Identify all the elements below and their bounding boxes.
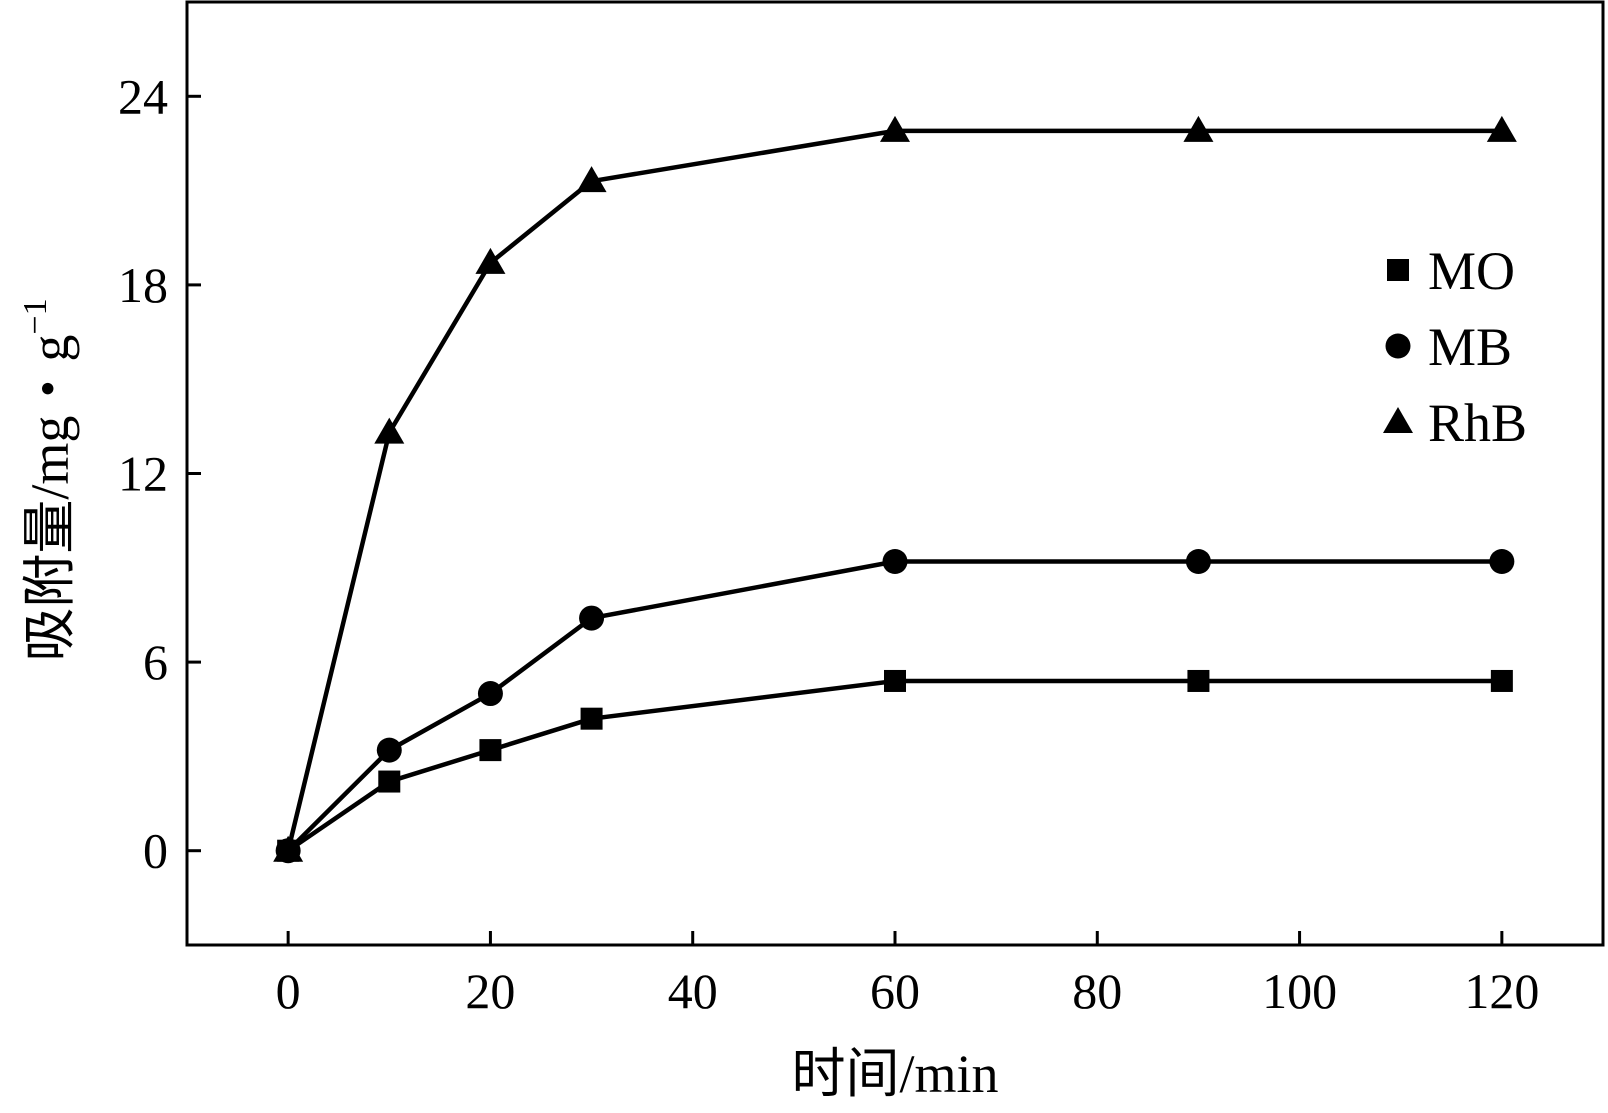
x-tick-label: 20 [465,963,515,1019]
data-point-mo [1490,669,1513,692]
y-tick-label: 6 [143,634,168,690]
plot-frame [185,0,1605,947]
legend-label-mo: MO [1428,241,1515,301]
y-axis-title: 吸附量/mg・g−1 [17,298,80,661]
series-mb [275,549,1515,864]
x-tick-label: 40 [668,963,718,1019]
x-tick-label: 80 [1072,963,1122,1019]
series-line-rhb [285,128,1502,852]
legend-item-mb: MB [1385,317,1512,377]
data-point-mb [882,549,908,575]
data-point-mo [884,669,906,692]
legend-marker-rhb [1383,407,1413,433]
data-point-rhb [374,417,405,444]
data-point-mo [378,770,401,793]
legend-marker-mo [1387,259,1409,281]
legend: MO MB RhB [1383,241,1527,453]
x-axis-title: 时间/min [791,1044,998,1104]
data-point-mo [479,739,502,762]
legend-marker-mb [1385,333,1411,359]
series-layer [273,115,1517,864]
data-point-mb [1489,549,1515,575]
data-point-mb [579,605,605,631]
data-point-mb [376,737,402,763]
y-tick-label: 18 [118,257,168,313]
data-point-mb [1185,549,1211,575]
x-tick-label: 0 [276,963,301,1019]
data-point-rhb [273,835,304,862]
data-point-mb [477,681,503,707]
legend-item-mo: MO [1387,241,1515,301]
y-tick-label: 12 [118,446,168,502]
y-axis-title-sup: −1 [17,298,54,334]
data-point-rhb [576,166,607,193]
data-point-mo [1187,669,1210,692]
legend-label-rhb: RhB [1428,393,1527,453]
x-tick-label: 120 [1464,963,1539,1019]
y-axis-title-main: 吸附量/mg・g [20,335,80,662]
data-point-rhb [1183,115,1214,142]
y-axis-ticks: 0 6 12 18 24 [118,68,201,879]
legend-label-mb: MB [1428,317,1512,377]
series-mo [277,669,1513,862]
legend-item-rhb: RhB [1383,393,1527,453]
data-point-rhb [475,247,506,274]
series-line-mb [286,559,1502,853]
series-rhb [273,115,1517,862]
x-tick-label: 60 [870,963,920,1019]
x-axis-ticks: 0 20 40 60 80 100 120 [276,931,1539,1019]
x-tick-label: 100 [1262,963,1337,1019]
data-point-mo [580,707,603,730]
data-point-rhb [880,115,910,142]
y-tick-label: 0 [143,823,168,879]
y-tick-label: 24 [118,68,168,124]
data-point-rhb [1486,115,1517,142]
